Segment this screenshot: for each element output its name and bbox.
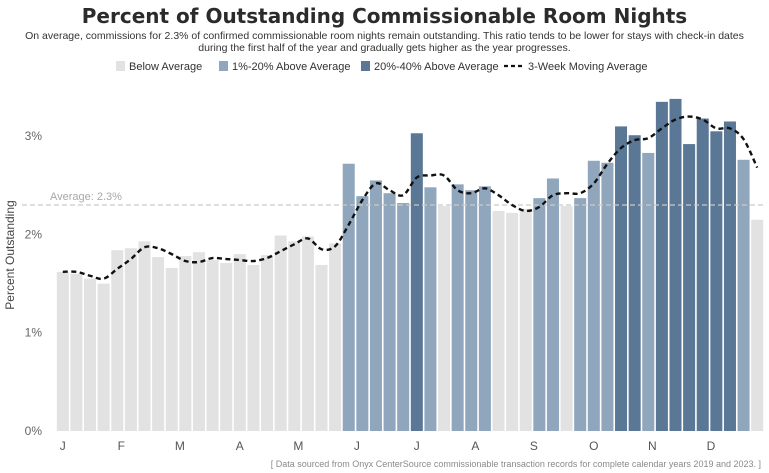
x-tick-label-10: O: [589, 439, 598, 453]
y-tick-label-0: 0%: [25, 424, 43, 438]
x-tick-label-8: A: [471, 439, 479, 453]
x-tick-label-12: D: [707, 439, 716, 453]
bar-week-49: [710, 131, 723, 432]
bar-week-15: [247, 264, 260, 431]
bar-week-10: [179, 256, 192, 431]
bar-week-29: [438, 205, 451, 431]
bar-week-52: [751, 219, 764, 431]
x-tick-label-1: J: [60, 439, 66, 453]
moving-average-line: [62, 115, 759, 281]
bar-week-21: [329, 243, 342, 431]
bar-week-6: [124, 248, 137, 431]
legend-swatch-high: [361, 61, 370, 71]
bar-week-32: [478, 186, 491, 431]
x-tick-label-2: F: [118, 439, 125, 453]
chart-title: Percent of Outstanding Commissionable Ro…: [81, 4, 688, 28]
subtitle-line-1: On average, commissions for 2.3% of conf…: [25, 30, 744, 42]
bar-week-38: [560, 205, 573, 431]
legend-label-below: Below Average: [129, 61, 202, 73]
bar-week-34: [506, 212, 519, 431]
bar-week-25: [383, 193, 396, 431]
bar-week-43: [628, 135, 641, 432]
average-layer: Average: 2.3%: [22, 191, 764, 206]
x-tick-label-4: A: [236, 439, 244, 453]
bar-week-16: [261, 255, 274, 431]
chart-subtitle: On average, commissions for 2.3% of conf…: [20, 30, 749, 54]
bar-week-46: [669, 98, 682, 431]
x-tick-label-6: J: [354, 439, 360, 453]
bars-layer: [56, 98, 764, 432]
bar-week-5: [111, 250, 124, 431]
bar-week-2: [70, 273, 83, 431]
bar-week-40: [587, 160, 600, 431]
bar-week-26: [397, 203, 410, 431]
legend: Below Average 1%-20% Above Average 20%-40%…: [116, 61, 647, 73]
bar-week-44: [642, 152, 655, 432]
bar-week-17: [274, 235, 287, 431]
bar-week-13: [220, 262, 233, 431]
bar-week-42: [615, 126, 628, 431]
bar-week-45: [655, 101, 668, 431]
legend-swatch-mid: [219, 61, 228, 71]
bar-week-27: [410, 133, 423, 431]
x-tick-label-3: M: [175, 439, 185, 453]
bar-week-41: [601, 162, 614, 431]
bar-week-51: [737, 159, 750, 432]
bar-week-23: [356, 196, 369, 431]
bar-week-47: [683, 144, 696, 431]
bar-week-36: [533, 198, 546, 431]
legend-swatch-below: [116, 61, 125, 71]
y-tick-label-1: 1%: [25, 326, 43, 340]
bar-week-18: [288, 241, 301, 431]
bar-week-28: [424, 187, 437, 431]
x-tick-label-9: S: [530, 439, 538, 453]
bar-week-11: [192, 252, 205, 431]
bar-week-1: [56, 271, 69, 431]
bar-week-14: [233, 254, 246, 431]
bar-week-37: [546, 178, 559, 431]
bar-week-4: [97, 283, 110, 431]
source-note: [ Data sourced from Onyx CenterSource co…: [270, 459, 761, 469]
bar-week-20: [315, 264, 328, 431]
bar-week-12: [206, 260, 219, 431]
legend-label-high: 20%-40% Above Average: [374, 61, 499, 73]
legend-label-mid: 1%-20% Above Average: [232, 61, 350, 73]
bar-week-7: [138, 241, 151, 431]
x-tick-label-11: N: [648, 439, 657, 453]
moving-average-layer: [62, 115, 759, 281]
y-axis-label: Percent Outstanding: [3, 200, 17, 309]
average-label: Average: 2.3%: [50, 191, 122, 203]
bar-week-9: [165, 267, 178, 431]
y-tick-label-2: 2%: [25, 227, 43, 241]
y-tick-label-3: 3%: [25, 129, 43, 143]
bar-week-19: [301, 236, 314, 431]
bar-week-39: [574, 198, 587, 431]
bar-week-30: [451, 184, 464, 431]
bar-week-33: [492, 210, 505, 431]
bar-week-24: [369, 180, 382, 431]
bar-week-22: [342, 163, 355, 432]
bar-week-48: [696, 118, 709, 431]
x-tick-label-5: M: [293, 439, 303, 453]
x-tick-label-7: J: [414, 439, 420, 453]
legend-label-moving-average: 3-Week Moving Average: [528, 61, 647, 73]
axis-layer: 0% 1% 2% 3% Percent Outstanding J F M A M J J A S O N D: [3, 129, 716, 453]
bar-week-8: [152, 257, 165, 431]
bar-week-3: [84, 278, 97, 431]
bar-week-35: [519, 208, 532, 431]
subtitle-line-2: during the first half of the year and gr…: [198, 42, 571, 54]
bar-week-50: [723, 121, 736, 431]
bar-week-31: [465, 190, 478, 431]
